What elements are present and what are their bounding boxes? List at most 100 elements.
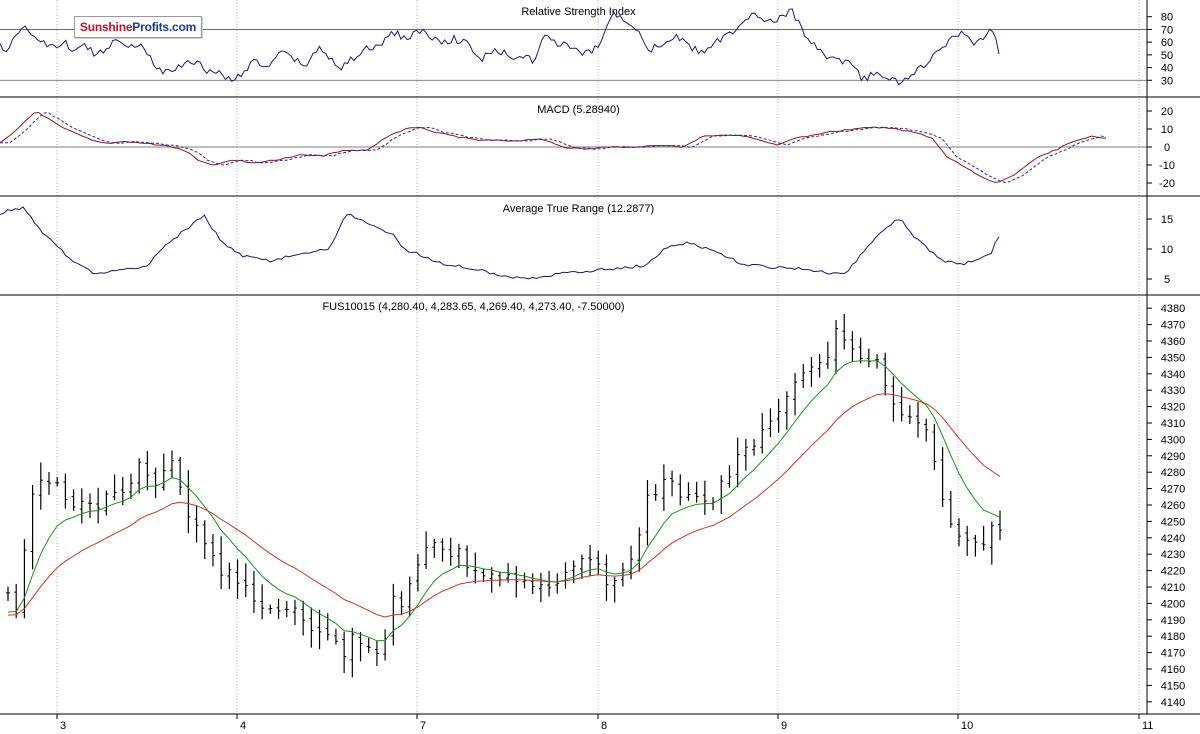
price-bar bbox=[30, 485, 35, 570]
price-bar bbox=[497, 571, 502, 587]
price-bar bbox=[998, 510, 1002, 541]
price-bar bbox=[276, 599, 281, 619]
price-bar bbox=[596, 550, 601, 576]
price-bar bbox=[604, 554, 609, 601]
price-bar bbox=[251, 570, 256, 613]
price-bar bbox=[235, 559, 240, 600]
rsi-tick-label: 40 bbox=[1161, 63, 1173, 75]
price-title: FUS10015 (4,280.40, 4,283.65, 4,269.40, … bbox=[322, 301, 624, 313]
price-bar bbox=[547, 570, 552, 597]
price-bar bbox=[752, 439, 757, 456]
price-tick-label: 4190 bbox=[1161, 615, 1185, 627]
price-bar bbox=[407, 576, 412, 617]
price-bar bbox=[366, 638, 371, 654]
price-bar bbox=[989, 521, 994, 565]
price-bar bbox=[448, 537, 453, 566]
price-bar bbox=[456, 543, 461, 569]
price-bar bbox=[194, 505, 199, 543]
price-bar bbox=[6, 586, 10, 601]
price-bar bbox=[161, 453, 166, 491]
price-bar bbox=[292, 599, 297, 626]
price-tick-label: 4200 bbox=[1161, 598, 1185, 610]
price-bar bbox=[522, 572, 527, 589]
price-tick-label: 4140 bbox=[1161, 697, 1185, 709]
price-bar bbox=[120, 477, 125, 506]
price-bar bbox=[645, 479, 650, 546]
price-tick-label: 4230 bbox=[1161, 549, 1185, 561]
price-bar bbox=[530, 573, 535, 595]
price-tick-label: 4380 bbox=[1161, 303, 1185, 315]
price-bar bbox=[719, 475, 724, 514]
macd-tick-label: 0 bbox=[1164, 142, 1170, 154]
price-bar bbox=[743, 438, 748, 471]
price-bar bbox=[809, 356, 814, 387]
price-bar bbox=[850, 331, 855, 362]
price-tick-label: 4370 bbox=[1161, 320, 1185, 332]
price-bar bbox=[612, 576, 617, 603]
rsi-tick-label: 50 bbox=[1161, 50, 1173, 62]
macd-panel: -20 -10 0 10 20 MACD (5.28940) bbox=[0, 104, 1175, 190]
rsi-tick-label: 60 bbox=[1161, 37, 1173, 49]
price-bar bbox=[317, 609, 322, 650]
price-bar bbox=[760, 413, 765, 454]
price-bar bbox=[301, 600, 306, 636]
atr-series-line bbox=[0, 206, 1000, 280]
price-bar bbox=[481, 568, 486, 583]
rsi-tick-label: 80 bbox=[1161, 12, 1173, 24]
macd-tick-label: 10 bbox=[1161, 124, 1173, 136]
price-bar bbox=[563, 562, 568, 589]
price-bar bbox=[46, 471, 51, 495]
price-bar bbox=[801, 364, 806, 388]
price-tick-label: 4360 bbox=[1161, 336, 1185, 348]
price-bar bbox=[333, 628, 338, 645]
price-bar bbox=[96, 487, 101, 524]
atr-tick-label: 15 bbox=[1161, 214, 1173, 226]
sunshine-profits-logo: SunshineProfits.com bbox=[74, 16, 202, 38]
price-bar bbox=[399, 591, 404, 616]
atr-title: Average True Range (12.2877) bbox=[503, 203, 654, 215]
macd-tick-label: -20 bbox=[1159, 178, 1175, 190]
price-bar bbox=[432, 538, 437, 558]
price-bar bbox=[694, 481, 699, 503]
price-bar bbox=[104, 490, 109, 516]
price-bars bbox=[6, 313, 1002, 678]
price-bar bbox=[514, 566, 519, 598]
price-bar bbox=[79, 488, 84, 524]
price-ma-slow-line bbox=[7, 393, 1001, 618]
price-bar bbox=[55, 476, 60, 487]
price-bar bbox=[87, 493, 92, 519]
price-bar bbox=[686, 482, 691, 501]
price-tick-label: 4310 bbox=[1161, 418, 1185, 430]
price-tick-label: 4260 bbox=[1161, 500, 1185, 512]
rsi-title: Relative Strength Index bbox=[521, 6, 636, 18]
price-bar bbox=[169, 450, 174, 479]
price-tick-label: 4150 bbox=[1161, 680, 1185, 692]
macd-title: MACD (5.28940) bbox=[537, 104, 620, 116]
price-bar bbox=[817, 353, 822, 378]
rsi-tick-label: 30 bbox=[1161, 75, 1173, 87]
price-panel: 4140 4150 4160 4170 4180 4190 4200 4210 4220 4230… bbox=[6, 301, 1185, 709]
price-tick-label: 4270 bbox=[1161, 484, 1185, 496]
price-bar bbox=[702, 480, 707, 515]
price-bar bbox=[891, 376, 896, 422]
x-axis-tick-label: 8 bbox=[601, 720, 607, 732]
rsi-tick-label: 70 bbox=[1161, 24, 1173, 36]
price-tick-label: 4280 bbox=[1161, 467, 1185, 479]
price-bar bbox=[784, 391, 789, 430]
price-tick-label: 4330 bbox=[1161, 385, 1185, 397]
macd-signal-line bbox=[0, 111, 1107, 183]
price-bar bbox=[227, 562, 232, 590]
price-bar bbox=[653, 484, 658, 501]
price-bar bbox=[793, 373, 798, 416]
price-bar bbox=[128, 473, 133, 499]
price-bar bbox=[202, 520, 207, 560]
x-axis-labels: 3 4 7 8 9 10 11 bbox=[56, 714, 1153, 732]
price-tick-label: 4240 bbox=[1161, 533, 1185, 545]
price-bar bbox=[948, 490, 953, 528]
price-bar bbox=[981, 525, 986, 551]
price-bar bbox=[858, 337, 863, 364]
price-tick-label: 4250 bbox=[1161, 516, 1185, 528]
price-bar bbox=[210, 534, 215, 567]
price-bar bbox=[309, 607, 314, 648]
